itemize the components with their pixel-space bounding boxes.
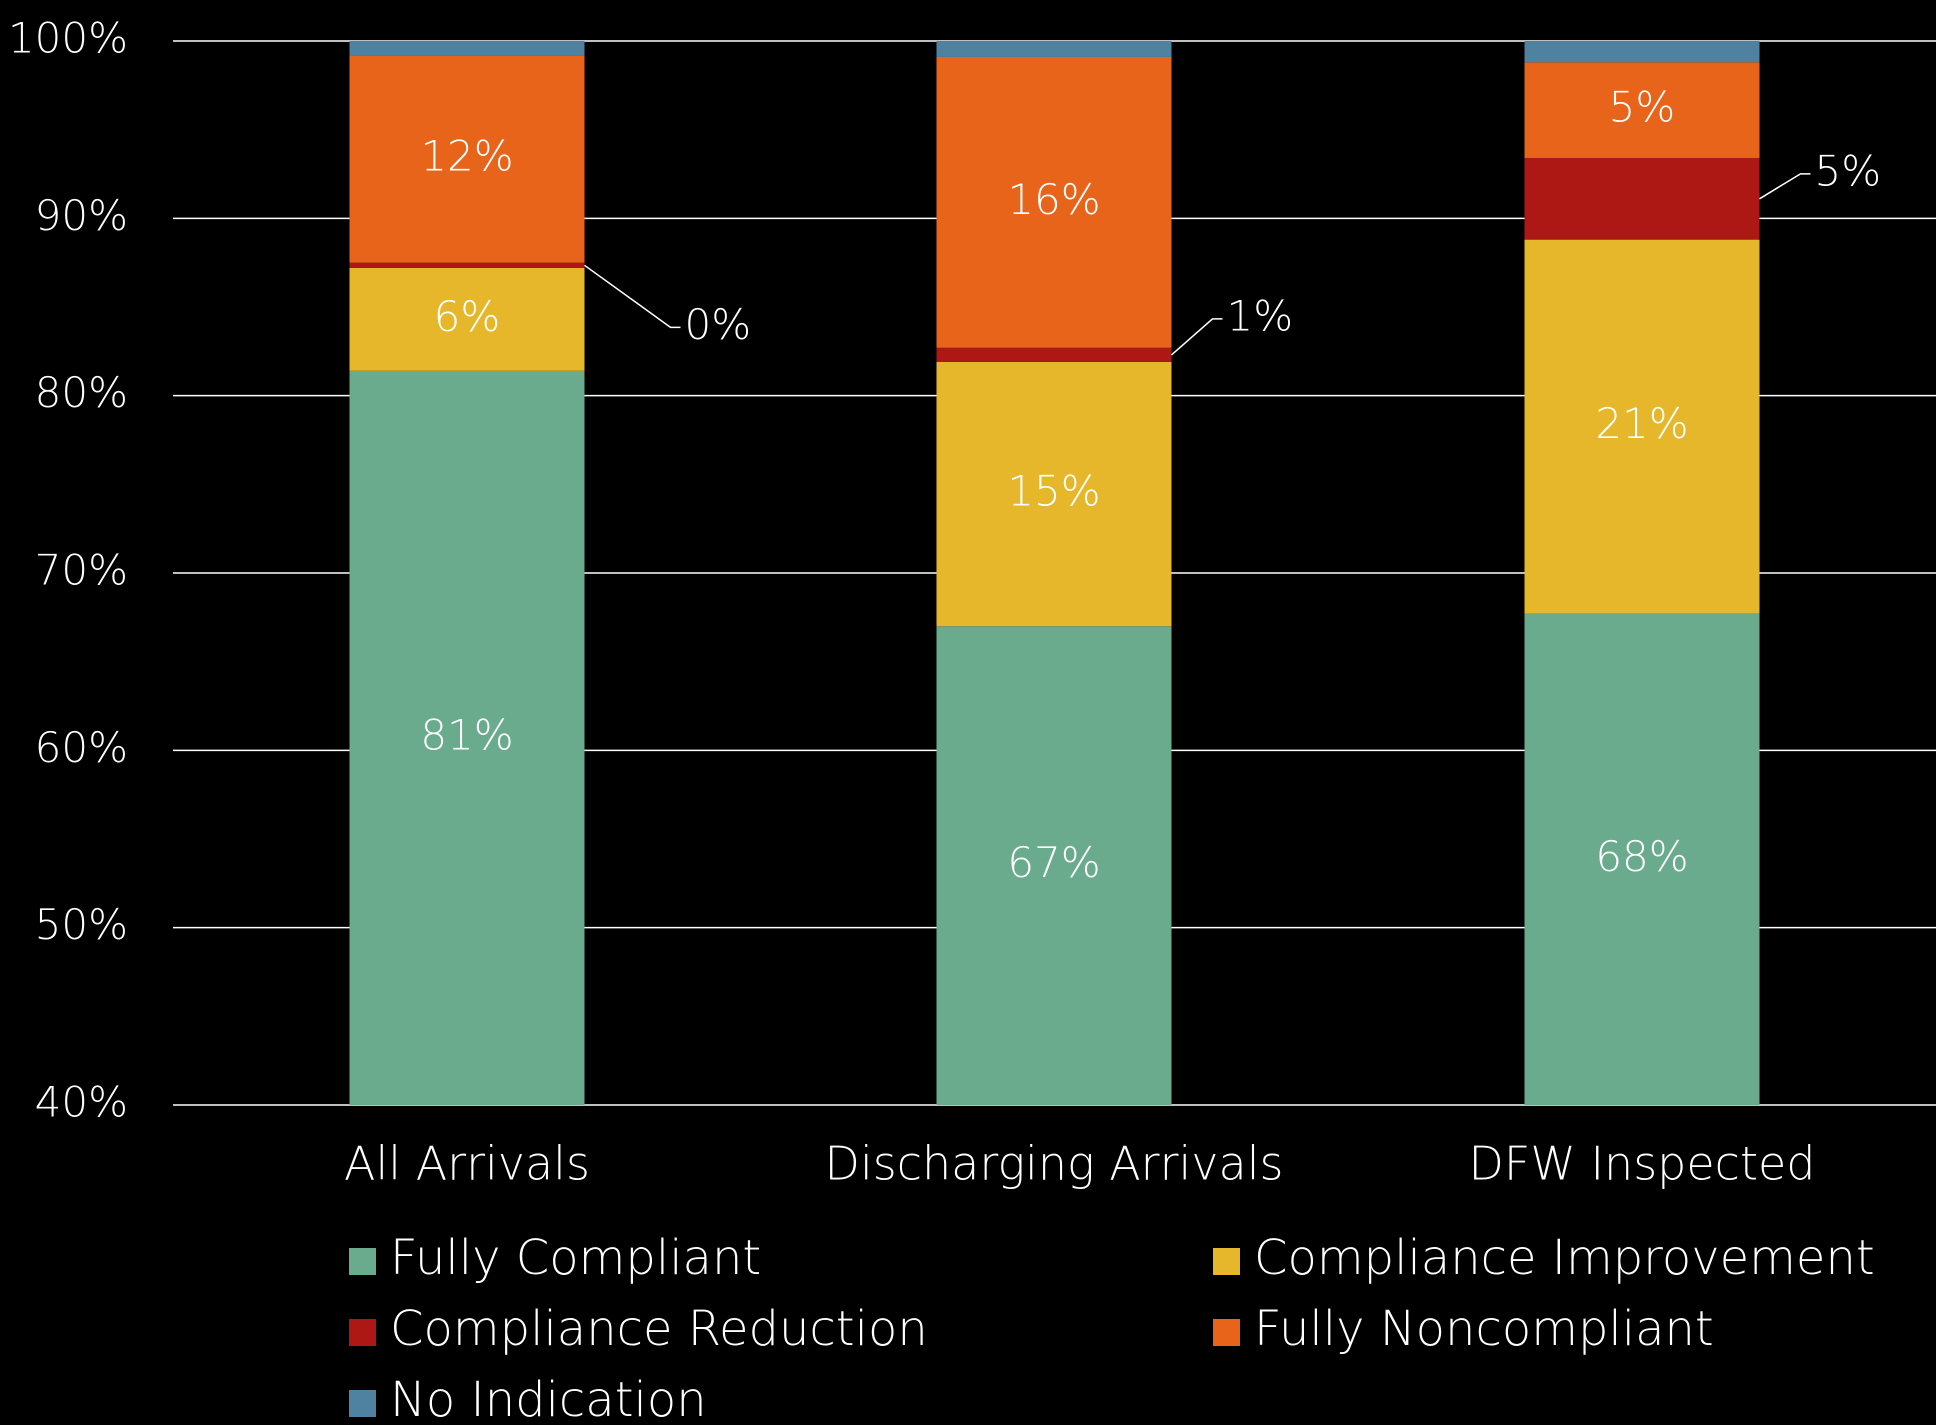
leader-line	[1759, 173, 1811, 200]
data-label: 16%	[1007, 175, 1100, 224]
x-tick-label: Discharging Arrivals	[825, 1137, 1284, 1191]
bar-segment	[349, 55, 585, 263]
data-label: 0%	[685, 300, 752, 349]
data-label: 15%	[1007, 467, 1100, 516]
y-tick-label: 70%	[35, 546, 128, 595]
data-label: 5%	[1815, 146, 1882, 195]
bar-segment	[1524, 62, 1760, 159]
legend-swatch	[1213, 1319, 1240, 1346]
bar-segment	[349, 370, 585, 1106]
x-tick-label: DFW Inspected	[1469, 1137, 1816, 1191]
legend-swatch	[349, 1319, 376, 1346]
legend-swatch	[349, 1390, 376, 1417]
y-tick-label: 40%	[35, 1078, 128, 1127]
leader-line	[584, 264, 681, 329]
data-label: 6%	[434, 292, 501, 341]
bar-segment	[1524, 239, 1760, 614]
data-label: 68%	[1595, 832, 1688, 881]
bar-segment	[349, 267, 585, 371]
y-tick-label: 90%	[35, 191, 128, 240]
data-label: 1%	[1227, 291, 1294, 340]
bar-segment	[349, 262, 585, 268]
bar-segment	[936, 56, 1172, 348]
legend-swatch	[1213, 1248, 1240, 1275]
data-label: 81%	[420, 710, 513, 759]
y-tick-label: 100%	[8, 14, 128, 63]
bar-segment	[1524, 158, 1760, 240]
bar-segment	[936, 347, 1172, 362]
bar-segment	[936, 361, 1172, 627]
bar-segment	[1524, 613, 1760, 1105]
bar-segment	[1524, 41, 1760, 63]
y-tick-label: 80%	[35, 368, 128, 417]
legend-label: Compliance Reduction	[390, 1301, 928, 1357]
legend-label: Compliance Improvement	[1254, 1230, 1875, 1286]
data-label: 12%	[420, 131, 513, 180]
y-tick-label: 50%	[35, 900, 128, 949]
legend-swatch	[349, 1248, 376, 1275]
bar-segment	[936, 41, 1172, 57]
legend-label: Fully Noncompliant	[1254, 1301, 1714, 1357]
leader-line	[1171, 318, 1223, 356]
data-label: 67%	[1007, 838, 1100, 887]
bar-segment	[936, 626, 1172, 1105]
y-tick-label: 60%	[35, 723, 128, 772]
bar-segment	[349, 41, 585, 56]
legend-label: No Indication	[390, 1372, 707, 1425]
data-label: 5%	[1609, 83, 1676, 132]
x-tick-label: All Arrivals	[344, 1137, 590, 1191]
data-label: 21%	[1595, 399, 1688, 448]
legend-label: Fully Compliant	[390, 1230, 761, 1286]
